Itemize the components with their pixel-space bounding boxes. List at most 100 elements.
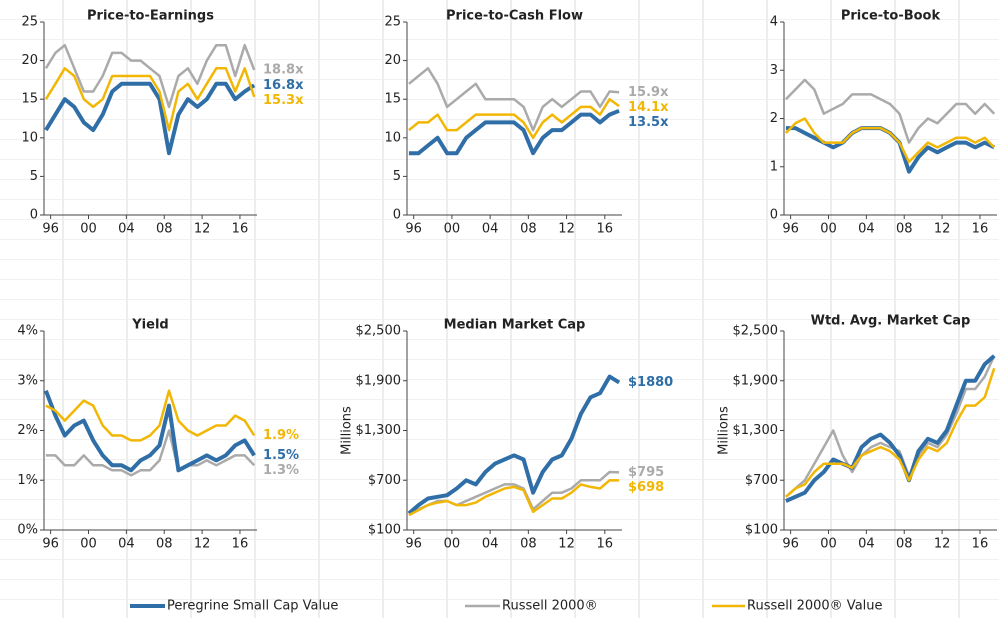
end-label: $698 [628,480,664,495]
end-label: 13.5x [628,115,669,130]
end-label: 15.9x [628,85,669,100]
chart-title: Price-to-Earnings [87,9,214,24]
y-tick-label: 4 [770,15,778,30]
x-tick-label: 00 [444,222,461,237]
end-label: 1.5% [263,448,299,463]
y-tick-label: $1,900 [356,373,402,388]
y-tick-label: 3 [770,63,778,78]
chart-title: Yield [131,318,168,333]
end-label: 16.8x [263,78,304,93]
series-line [785,117,996,164]
x-tick-label: 12 [194,222,211,237]
x-tick-label: 16 [597,537,614,552]
end-label: $795 [628,465,664,480]
series-line [408,97,620,140]
y-tick-label: $100 [368,523,401,538]
x-tick-label: 00 [820,222,837,237]
x-tick-label: 12 [558,537,575,552]
x-tick-label: 96 [782,222,799,237]
series-line [44,43,256,109]
x-tick-label: 16 [972,537,989,552]
x-tick-label: 04 [482,222,499,237]
y-tick-label: $2,500 [733,324,779,339]
x-tick-label: 16 [232,222,249,237]
x-tick-label: 08 [156,537,173,552]
series-line [44,389,256,473]
chart-title: Price-to-Book [841,9,941,24]
y-tick-label: $2,500 [356,324,402,339]
y-axis-label: Millions [340,406,355,455]
series-line [45,429,256,477]
chart-title: Price-to-Cash Flow [446,9,583,24]
series-line [408,479,620,517]
x-tick-label: 08 [896,537,913,552]
x-tick-label: 12 [934,222,951,237]
x-tick-label: 96 [405,537,422,552]
x-tick-label: 08 [156,222,173,237]
y-tick-label: 15 [21,92,38,107]
end-label: 18.8x [263,62,304,77]
x-tick-label: 96 [42,537,59,552]
y-tick-label: 20 [384,53,401,68]
x-tick-label: 00 [444,537,461,552]
end-label: 14.1x [628,100,669,115]
legend-label: Russell 2000® Value [747,599,883,614]
y-tick-label: $700 [368,473,401,488]
y-tick-label: $1,300 [733,423,779,438]
y-tick-label: 10 [21,130,38,145]
series-line [785,367,996,498]
x-tick-label: 04 [482,537,499,552]
end-label: 1.9% [263,428,299,443]
series-line [45,389,256,442]
x-tick-label: 08 [896,222,913,237]
y-tick-label: 25 [384,15,401,30]
x-tick-label: 08 [520,222,537,237]
x-tick-label: 00 [820,537,837,552]
y-tick-label: $700 [745,473,778,488]
x-tick-label: 04 [858,537,875,552]
y-tick-label: 3% [17,373,38,388]
x-tick-label: 16 [232,537,249,552]
x-tick-label: 12 [194,537,211,552]
y-tick-label: 2% [17,423,38,438]
x-tick-label: 16 [972,222,989,237]
end-label: $1880 [628,375,673,390]
end-label: 1.3% [263,463,299,478]
y-tick-label: 1% [17,473,38,488]
y-tick-label: $1,300 [356,423,402,438]
x-tick-label: 96 [42,222,59,237]
y-tick-label: 25 [21,15,38,30]
x-tick-label: 16 [597,222,614,237]
series-line [408,470,620,515]
y-tick-label: 10 [384,130,401,145]
y-tick-label: 0 [770,208,778,223]
x-tick-label: 96 [405,222,422,237]
chart-title: Wtd. Avg. Market Cap [811,314,971,329]
end-label: 15.3x [263,93,304,108]
series-line [407,374,621,515]
legend-label: Russell 2000® [502,599,598,614]
series-line [785,78,996,144]
y-tick-label: 0 [393,208,401,223]
x-tick-label: 04 [118,222,135,237]
y-tick-label: 20 [21,53,38,68]
y-tick-label: 0 [30,208,38,223]
series-line [785,355,996,498]
x-tick-label: 04 [858,222,875,237]
y-tick-label: 1 [770,159,778,174]
chart-title: Median Market Cap [444,318,586,333]
x-tick-label: 12 [558,222,575,237]
x-tick-label: 12 [934,537,951,552]
x-tick-label: 08 [520,537,537,552]
y-axis-label: Millions [717,406,732,455]
y-tick-label: 5 [30,169,38,184]
x-tick-label: 96 [782,537,799,552]
series-line [408,108,620,156]
x-tick-label: 04 [118,537,135,552]
y-tick-label: 0% [17,523,38,538]
y-tick-label: $100 [745,523,778,538]
y-tick-label: 5 [393,169,401,184]
y-tick-label: 2 [770,111,778,126]
